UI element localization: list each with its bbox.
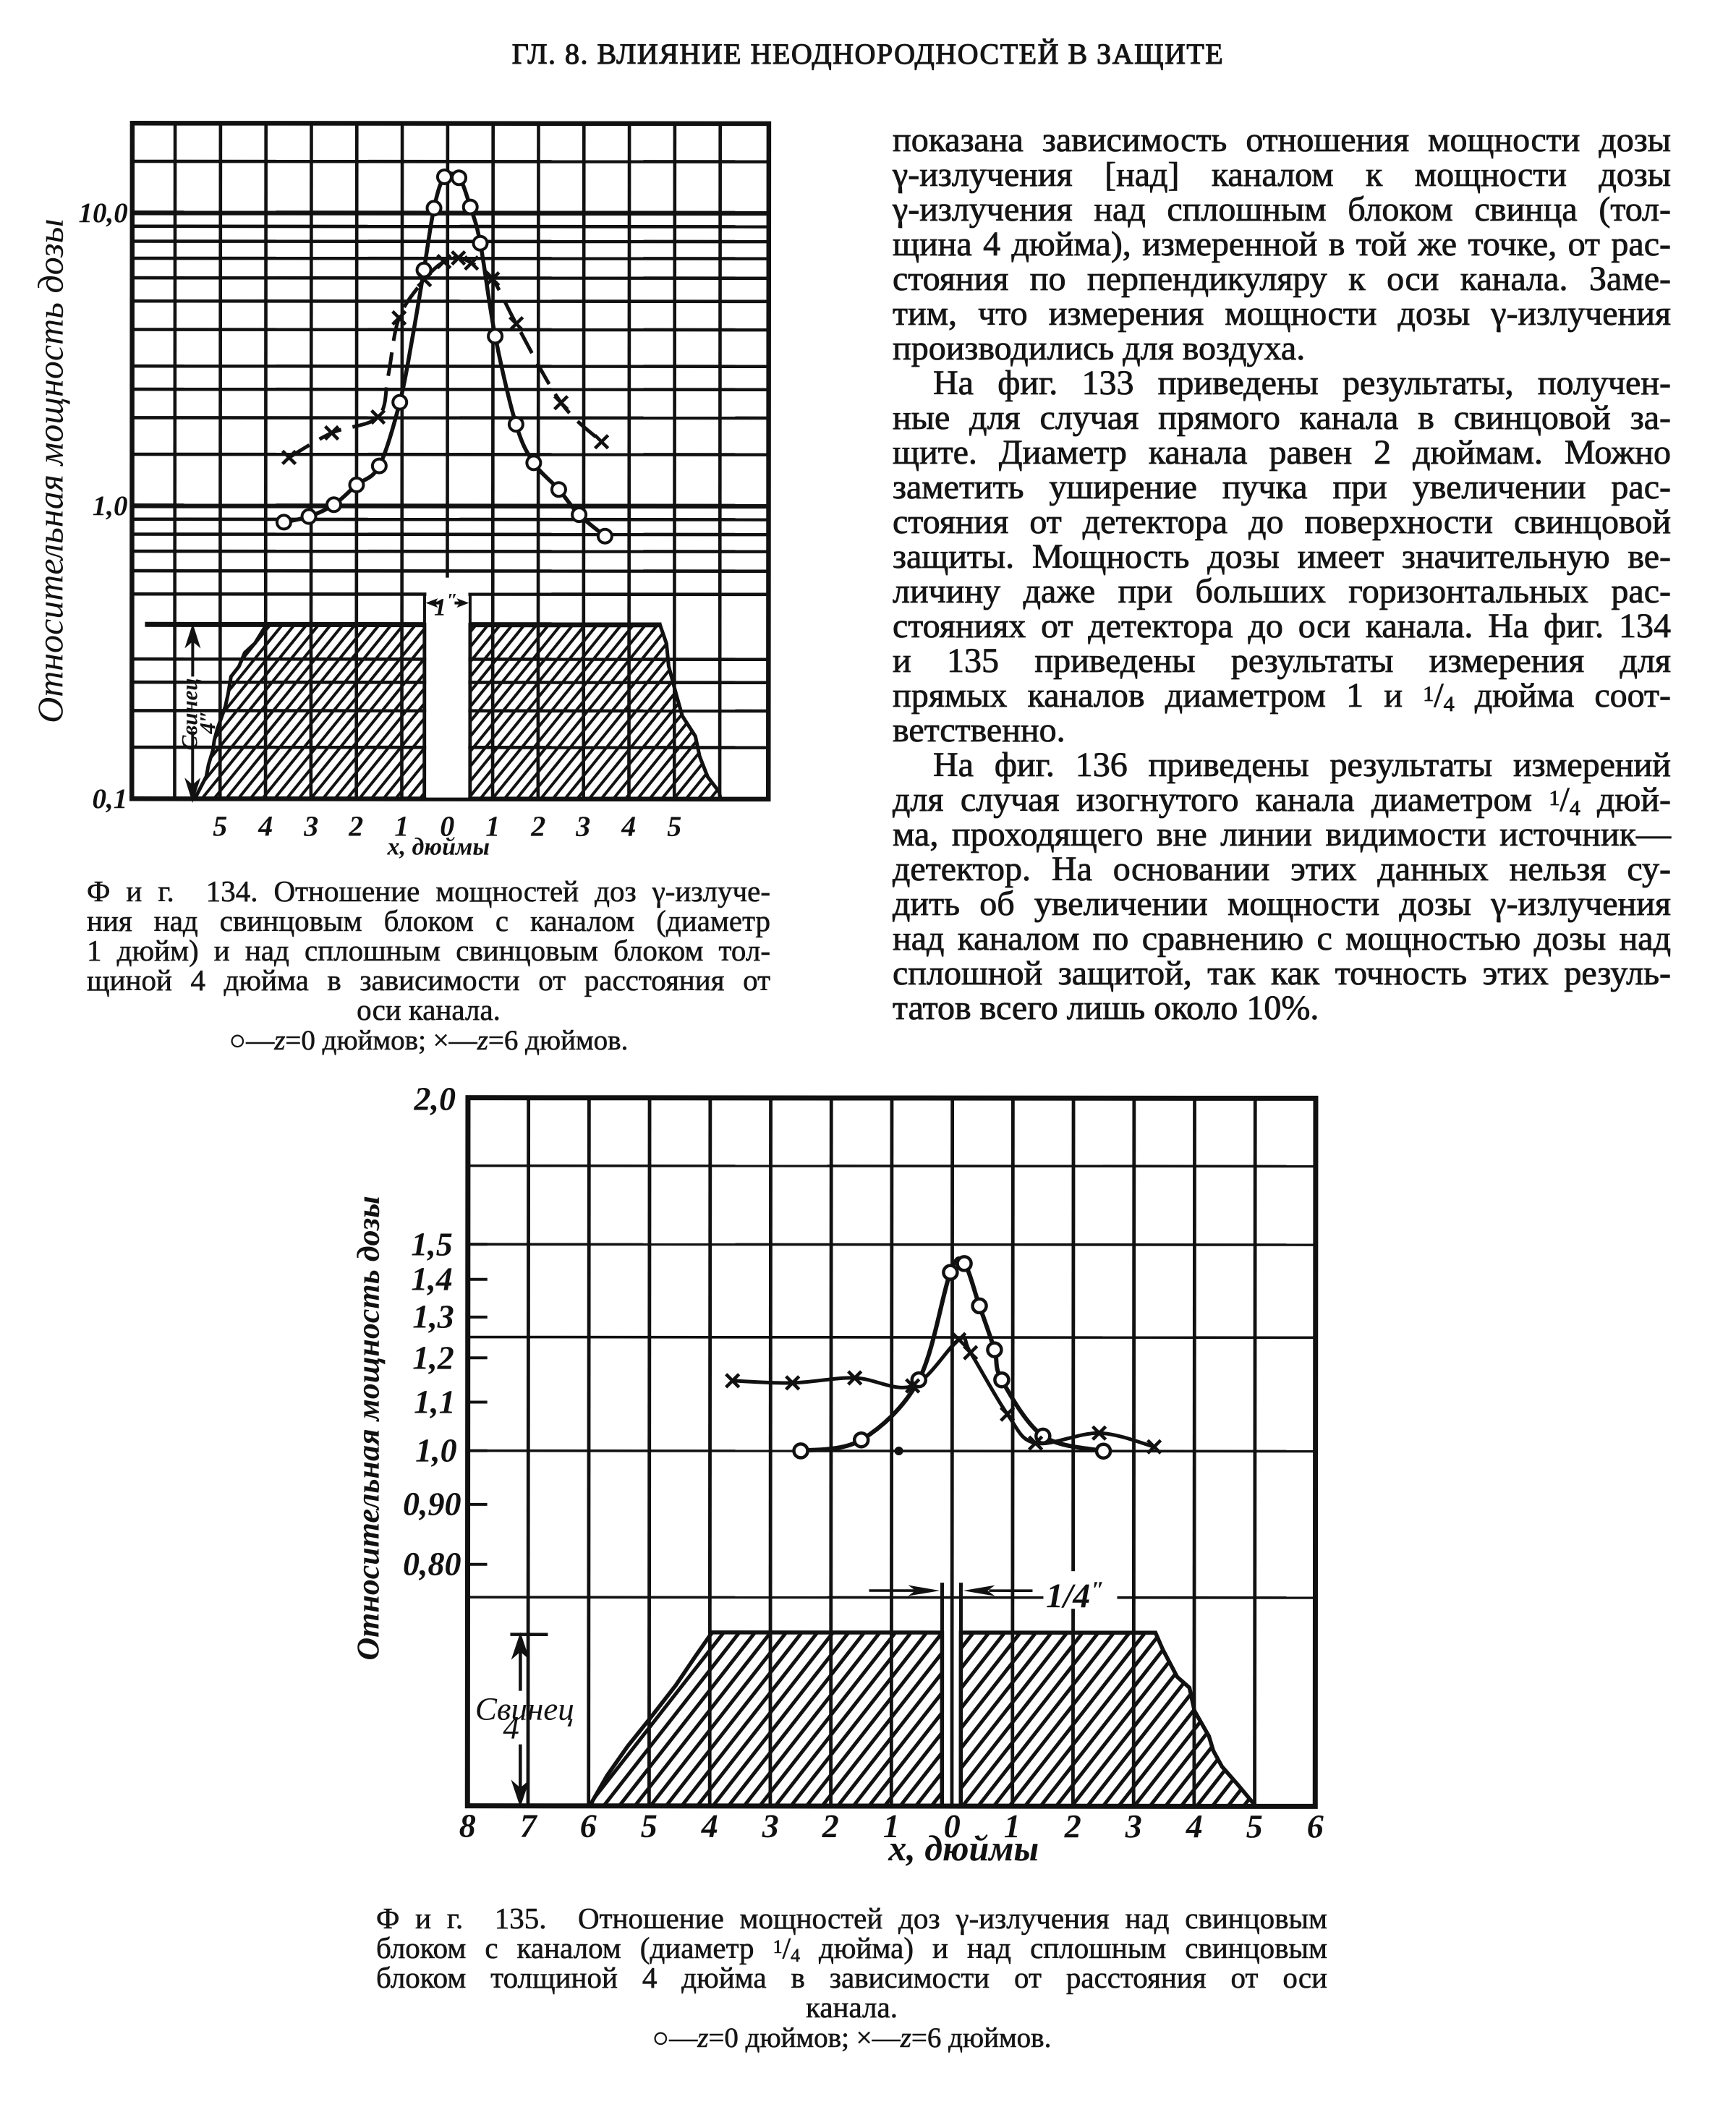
svg-text:0,1: 0,1 bbox=[92, 783, 127, 814]
svg-text:6: 6 bbox=[1307, 1808, 1324, 1844]
svg-text:3: 3 bbox=[762, 1808, 779, 1844]
svg-text:1,2: 1,2 bbox=[412, 1340, 454, 1376]
svg-text:4″: 4″ bbox=[503, 1709, 529, 1746]
svg-text:1,0: 1,0 bbox=[415, 1432, 457, 1469]
svg-text:3: 3 bbox=[1125, 1808, 1142, 1844]
svg-text:0,90: 0,90 bbox=[403, 1486, 461, 1523]
svg-text:4: 4 bbox=[1186, 1808, 1203, 1844]
svg-text:4: 4 bbox=[701, 1808, 718, 1844]
svg-text:Относительная мощность дозы: Относительная мощность дозы bbox=[30, 218, 70, 723]
svg-text:1,5: 1,5 bbox=[411, 1226, 453, 1263]
svg-text:8: 8 bbox=[459, 1808, 476, 1844]
svg-text:4″: 4″ bbox=[195, 710, 220, 735]
svg-text:2: 2 bbox=[822, 1808, 839, 1844]
svg-text:3: 3 bbox=[303, 809, 318, 842]
svg-text:2,0: 2,0 bbox=[413, 1081, 456, 1118]
svg-text:1,4: 1,4 bbox=[411, 1261, 453, 1298]
svg-text:1,0: 1,0 bbox=[93, 490, 128, 522]
svg-text:5: 5 bbox=[213, 809, 227, 842]
svg-text:1: 1 bbox=[883, 1808, 900, 1844]
svg-text:5: 5 bbox=[641, 1808, 658, 1844]
svg-text:2: 2 bbox=[530, 810, 545, 843]
svg-text:1,1: 1,1 bbox=[414, 1384, 456, 1421]
svg-text:2: 2 bbox=[1064, 1808, 1081, 1844]
svg-text:2: 2 bbox=[348, 809, 363, 842]
svg-text:4: 4 bbox=[258, 809, 273, 842]
svg-text:10,0: 10,0 bbox=[79, 197, 128, 229]
svg-text:0,80: 0,80 bbox=[403, 1546, 461, 1583]
svg-text:4: 4 bbox=[621, 810, 636, 843]
svg-text:0: 0 bbox=[440, 810, 454, 843]
svg-text:0: 0 bbox=[944, 1808, 961, 1844]
svg-text:x, дюймы: x, дюймы bbox=[888, 1828, 1039, 1868]
svg-text:1/4″: 1/4″ bbox=[1046, 1576, 1105, 1615]
svg-text:5: 5 bbox=[667, 810, 681, 843]
svg-text:Свинец: Свинец bbox=[176, 678, 202, 750]
svg-text:Относительная мощность дозы: Относительная мощность дозы bbox=[350, 1196, 386, 1660]
svg-text:Свинец: Свинец bbox=[475, 1691, 574, 1727]
svg-text:7: 7 bbox=[520, 1808, 538, 1844]
svg-text:1: 1 bbox=[394, 810, 409, 843]
svg-text:5: 5 bbox=[1246, 1808, 1263, 1844]
svg-text:3: 3 bbox=[575, 810, 590, 843]
svg-text:1,3: 1,3 bbox=[412, 1298, 454, 1335]
svg-text:x, дюймы: x, дюймы bbox=[386, 834, 490, 861]
svg-text:1: 1 bbox=[485, 810, 500, 843]
svg-text:6: 6 bbox=[580, 1808, 597, 1844]
svg-text:1: 1 bbox=[1004, 1808, 1021, 1844]
